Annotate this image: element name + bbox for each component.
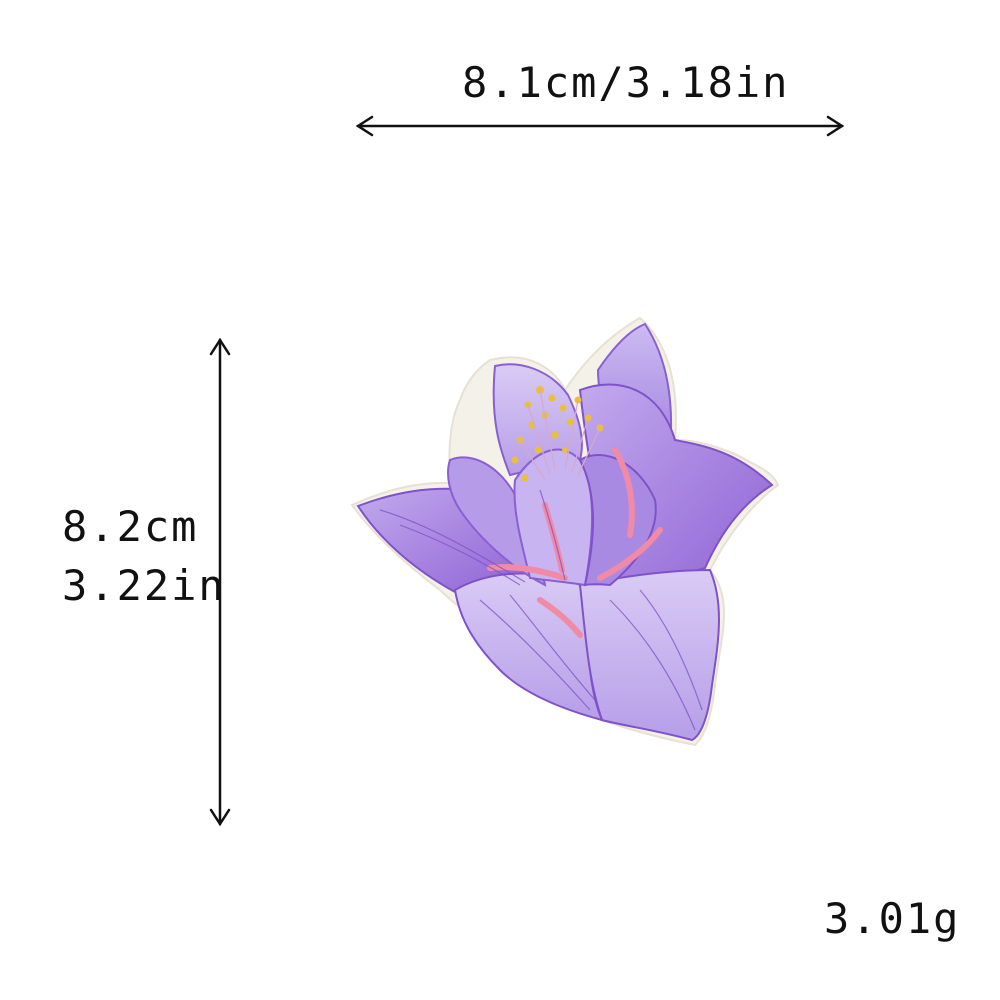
weight-label: 3.01g <box>824 894 961 943</box>
stamen-filaments <box>519 389 601 481</box>
petal-veins <box>379 489 703 731</box>
height-in-label: 3.22in <box>62 561 226 610</box>
lotus-patch-image <box>350 316 780 747</box>
height-arrow <box>209 337 231 827</box>
width-dimension-label: 8.1cm/3.18in <box>462 58 790 107</box>
width-arrow <box>355 115 845 137</box>
front-right-petal <box>578 568 720 742</box>
height-cm-label: 8.2cm <box>62 502 199 551</box>
center-petal-left <box>447 456 547 587</box>
